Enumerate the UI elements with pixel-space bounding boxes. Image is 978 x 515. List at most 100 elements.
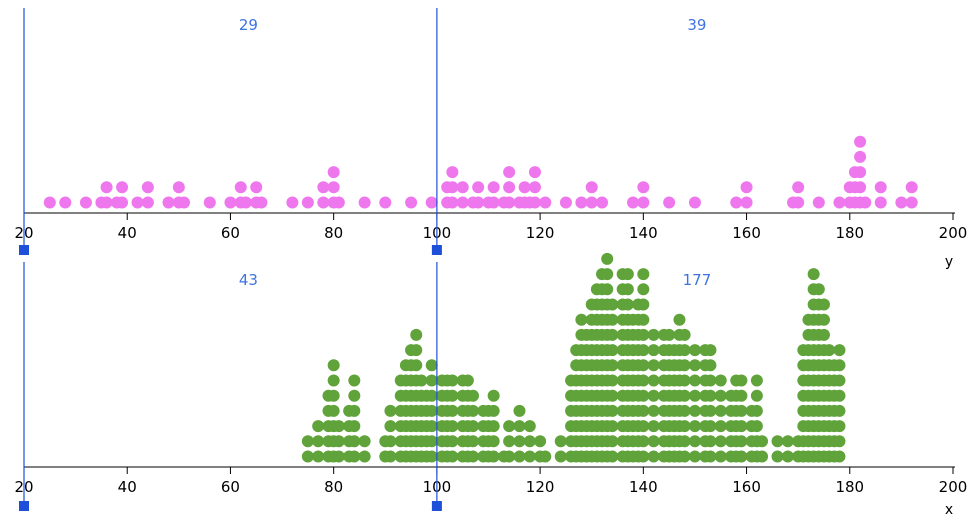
bottom-divider-handle[interactable] — [431, 501, 442, 511]
bottom-left-count: 43 — [239, 271, 258, 289]
top-data-point — [627, 196, 640, 209]
bottom-data-point — [647, 435, 660, 448]
bottom-data-point — [704, 435, 717, 448]
bottom-data-point — [750, 420, 763, 433]
bottom-data-point — [714, 389, 727, 402]
bottom-data-point — [606, 374, 619, 387]
bottom-data-point — [647, 404, 660, 417]
top-data-point — [224, 196, 237, 209]
bottom-data-point — [704, 450, 717, 463]
bottom-data-point — [735, 389, 748, 402]
bottom-data-point — [312, 420, 325, 433]
top-x-tick-label: 180 — [835, 224, 864, 242]
top-data-point — [162, 196, 175, 209]
bottom-data-point — [833, 404, 846, 417]
bottom-data-point — [446, 435, 459, 448]
top-left-boundary-handle[interactable] — [19, 245, 29, 255]
top-data-point — [740, 181, 753, 194]
top-data-point — [446, 166, 459, 179]
bottom-data-point — [735, 435, 748, 448]
top-data-point — [833, 196, 846, 209]
bottom-data-point — [637, 435, 650, 448]
top-data-point — [663, 196, 676, 209]
top-data-point — [43, 196, 56, 209]
top-data-point — [528, 196, 541, 209]
top-data-point — [472, 181, 485, 194]
top-data-point — [575, 196, 588, 209]
bottom-data-point — [833, 435, 846, 448]
bottom-data-point — [503, 435, 516, 448]
bottom-data-point — [678, 328, 691, 341]
bottom-data-point — [332, 435, 345, 448]
bottom-data-point — [688, 344, 701, 357]
bottom-data-point — [781, 435, 794, 448]
bottom-data-point — [348, 389, 361, 402]
bottom-data-point — [348, 420, 361, 433]
top-x-tick-label: 200 — [939, 224, 968, 242]
bottom-data-point — [446, 374, 459, 387]
bottom-data-point — [704, 359, 717, 372]
bottom-left-boundary-handle[interactable] — [19, 501, 29, 511]
top-data-point — [456, 196, 469, 209]
bottom-data-point — [425, 450, 438, 463]
bottom-data-point — [348, 404, 361, 417]
bottom-x-tick-label: 120 — [526, 478, 555, 496]
bottom-data-point — [637, 450, 650, 463]
top-data-point — [528, 181, 541, 194]
bottom-data-point — [467, 404, 480, 417]
bottom-data-point — [637, 313, 650, 326]
bottom-data-point — [621, 268, 634, 281]
top-data-point — [59, 196, 72, 209]
bottom-data-point — [425, 404, 438, 417]
bottom-data-point — [358, 435, 371, 448]
bottom-data-point — [678, 359, 691, 372]
bottom-data-point — [704, 420, 717, 433]
bottom-data-point — [513, 450, 526, 463]
top-data-point — [358, 196, 371, 209]
top-data-point — [730, 196, 743, 209]
top-data-point — [131, 196, 144, 209]
bottom-data-point — [750, 404, 763, 417]
bottom-data-point — [487, 420, 500, 433]
bottom-data-point — [833, 420, 846, 433]
top-data-point — [456, 181, 469, 194]
bottom-data-point — [714, 374, 727, 387]
bottom-data-point — [384, 404, 397, 417]
top-data-point — [559, 196, 572, 209]
bottom-x-tick-label: 80 — [324, 478, 343, 496]
bottom-data-point — [678, 374, 691, 387]
bottom-data-point — [446, 420, 459, 433]
bottom-data-point — [688, 435, 701, 448]
top-data-point — [528, 166, 541, 179]
bottom-data-point — [606, 344, 619, 357]
bottom-data-point — [503, 450, 516, 463]
bottom-data-point — [446, 404, 459, 417]
bottom-data-point — [415, 374, 428, 387]
bottom-data-point — [523, 435, 536, 448]
bottom-data-point — [735, 404, 748, 417]
bottom-data-point — [817, 328, 830, 341]
top-x-axis-label: y — [945, 254, 953, 270]
top-data-point — [332, 196, 345, 209]
top-x-tick-label: 60 — [221, 224, 240, 242]
top-data-point — [487, 181, 500, 194]
bottom-data-point — [714, 450, 727, 463]
bottom-data-point — [688, 420, 701, 433]
bottom-data-point — [358, 450, 371, 463]
bottom-data-point — [503, 420, 516, 433]
bottom-data-point — [637, 359, 650, 372]
top-divider-handle[interactable] — [431, 245, 442, 255]
bottom-data-point — [487, 435, 500, 448]
top-data-point — [239, 196, 252, 209]
bottom-data-point — [384, 435, 397, 448]
bottom-data-point — [606, 450, 619, 463]
bottom-data-point — [637, 374, 650, 387]
bottom-data-point — [735, 420, 748, 433]
bottom-data-point — [833, 374, 846, 387]
bottom-data-point — [750, 389, 763, 402]
bottom-data-point — [812, 283, 825, 296]
bottom-data-point — [601, 268, 614, 281]
top-data-point — [854, 150, 867, 163]
bottom-data-point — [704, 344, 717, 357]
